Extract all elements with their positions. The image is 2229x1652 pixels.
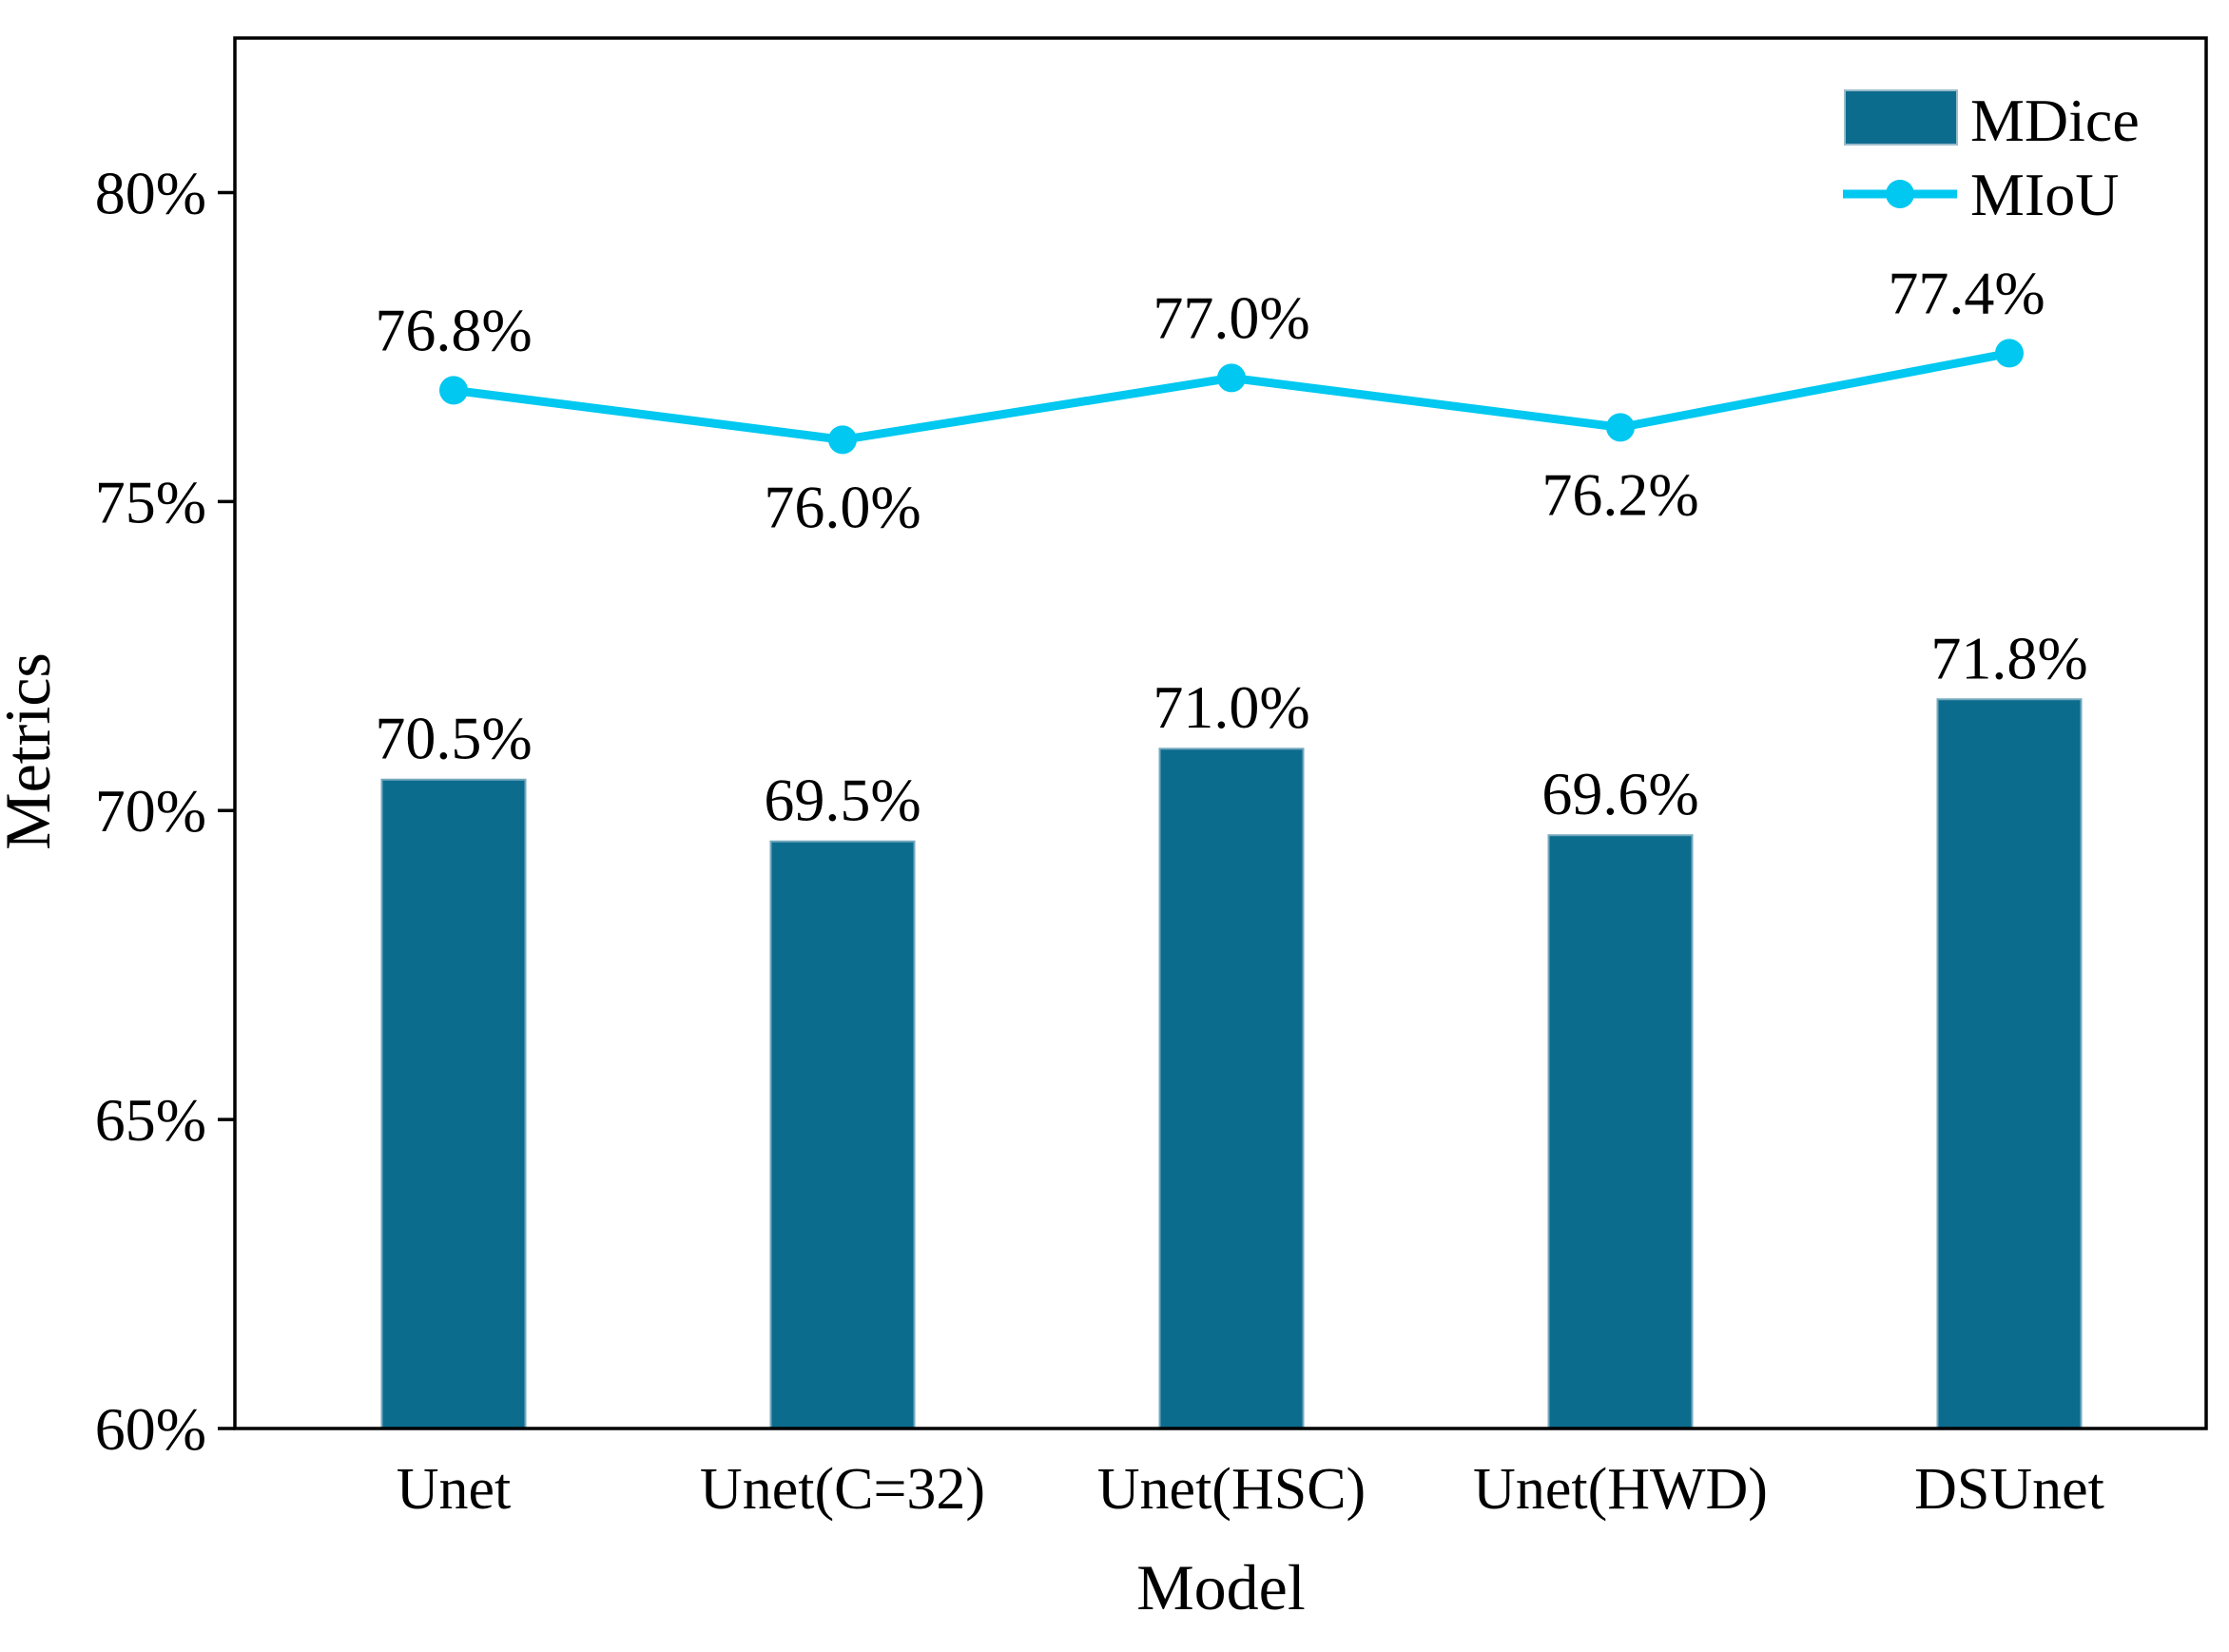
bar-value-label: 71.8% (1930, 624, 2087, 691)
line-marker (439, 376, 468, 405)
bar-value-label: 71.0% (1153, 673, 1309, 741)
bar-value-label: 69.5% (764, 767, 921, 834)
line-marker (828, 425, 857, 455)
bar-mdice (380, 778, 527, 1429)
y-tick-label: 70% (95, 777, 206, 845)
x-axis-title: Model (1136, 1551, 1306, 1623)
legend-marker-dot (1886, 180, 1914, 208)
legend-label-mdice: MDice (1970, 87, 2140, 154)
category-label: DSUnet (1914, 1457, 2104, 1522)
bar-mdice (1158, 748, 1305, 1429)
bar-value-label: 69.6% (1541, 760, 1698, 827)
plot-frame (233, 36, 2208, 1430)
y-tick-label: 60% (95, 1395, 206, 1463)
y-tick-label: 80% (95, 159, 206, 226)
legend-label-miou: MIoU (1970, 161, 2119, 228)
y-axis-title: Metrics (0, 652, 64, 850)
line-value-label: 77.4% (1888, 259, 2045, 326)
line-value-label: 76.2% (1541, 460, 1698, 528)
line-value-label: 76.8% (375, 296, 532, 363)
legend-bar-swatch (1844, 89, 1958, 146)
plot-area: 60% 65% 70% 75% 80% 70.5% 69.5% 71.0% 69.6% 71.8%… (95, 36, 2208, 1522)
y-tick-label: 65% (95, 1086, 206, 1154)
line-marker (1606, 413, 1635, 442)
legend: MDice MIoU (1843, 87, 2140, 228)
line-marker (1217, 363, 1246, 393)
category-label: Unet(HWD) (1473, 1457, 1768, 1522)
bar-mdice (1936, 698, 2083, 1429)
bar-mdice (1547, 834, 1694, 1429)
line-value-label: 77.0% (1153, 283, 1309, 351)
bar-value-label: 70.5% (375, 705, 532, 772)
line-marker (1995, 339, 2024, 368)
y-tick-label: 75% (95, 468, 206, 535)
line-value-label: 76.0% (764, 473, 921, 540)
category-label: Unet(HSC) (1097, 1457, 1366, 1522)
category-label: Unet (397, 1457, 512, 1522)
bar-mdice (769, 840, 916, 1429)
category-label: Unet(C=32) (700, 1457, 985, 1522)
